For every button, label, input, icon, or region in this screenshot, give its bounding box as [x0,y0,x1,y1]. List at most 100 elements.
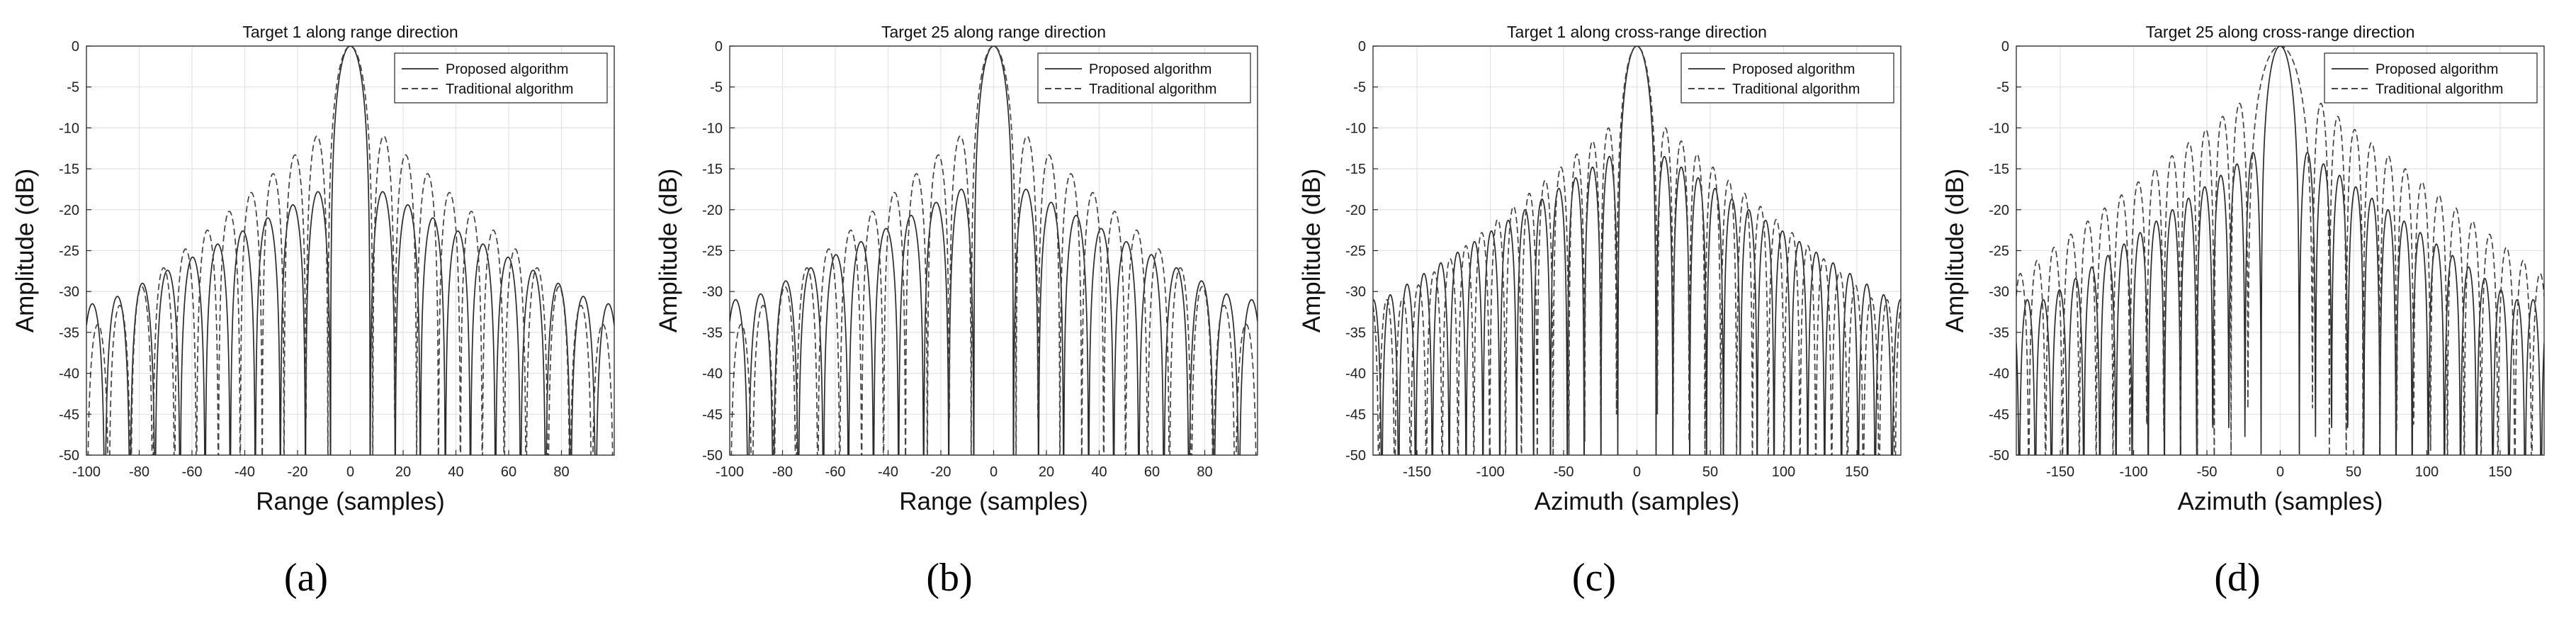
chart-1: -100 -80 -60 -40 -20 0 20 40 60 80 0 -5 -10 -15 -20 -25… [11,23,615,515]
legend-label-traditional: Traditional algorithm [446,82,573,97]
x-tick-label: -40 [878,464,898,480]
y-tick-label: -30 [702,284,723,300]
x-tick-label: -80 [129,464,149,480]
legend: Proposed algorithm Traditional algorithm [1680,52,1894,103]
x-tick-label: -20 [931,464,951,480]
x-tick-label: -60 [825,464,846,480]
chart-title: Target 1 along cross-range direction [1507,23,1767,41]
legend: Proposed algorithm Traditional algorithm [1037,52,1251,103]
y-tick-label: -10 [1345,121,1366,136]
chart-3: -150 -100 -50 0 50 100 150 0 -5 -10 -15 -20 -25 -30 -3… [1298,23,1902,515]
y-tick-label: 0 [715,39,723,55]
y-tick-label: -15 [59,162,79,177]
legend: Proposed algorithm Traditional algorithm [2324,52,2538,103]
legend-label-traditional: Traditional algorithm [1732,82,1860,97]
y-tick-label: -20 [702,203,723,218]
chart-title: Target 1 along range direction [242,23,458,41]
x-tick-label: 20 [1039,464,1054,480]
legend-label-proposed: Proposed algorithm [1732,62,1855,77]
x-tick-label: 40 [448,464,463,480]
x-tick-label: 0 [2276,464,2284,480]
legend-box [2324,52,2538,103]
y-tick-label: -50 [1345,448,1366,464]
series-line-proposed [86,46,614,455]
y-tick-label: -5 [1353,80,1366,96]
x-axis-label: Range (samples) [256,488,445,515]
y-axis-label: Amplitude (dB) [11,169,39,332]
y-tick-label: -35 [702,325,723,341]
y-axis-label: Amplitude (dB) [1941,169,1969,332]
x-tick-label: 60 [501,464,516,480]
y-tick-label: -40 [59,367,79,382]
legend-box [1680,52,1894,103]
x-tick-label: -20 [288,464,308,480]
x-tick-label: 50 [1702,464,1718,480]
x-axis-label: Azimuth (samples) [1535,488,1740,515]
x-tick-label: 80 [1197,464,1212,480]
x-tick-label: -150 [2046,464,2074,480]
y-axis-label: Amplitude (dB) [655,169,682,332]
x-tick-label: 0 [346,464,354,480]
series-line-proposed [2016,46,2544,455]
x-tick-label: 150 [2488,464,2512,480]
x-axis-label: Range (samples) [899,488,1088,515]
y-axis-label: Amplitude (dB) [1298,169,1326,332]
x-tick-label: 50 [2346,464,2361,480]
x-tick-label: -80 [772,464,793,480]
chart-title: Target 25 along range direction [881,23,1106,41]
y-tick-label: -25 [59,244,79,259]
x-tick-label: 0 [1633,464,1641,480]
x-tick-label: -60 [182,464,203,480]
y-tick-label: 0 [1358,39,1366,55]
chart-title: Target 25 along cross-range direction [2146,23,2415,41]
y-tick-label: -45 [1345,407,1366,423]
legend-box [394,52,608,103]
series-line-traditional [1373,46,1901,455]
x-tick-label: -150 [1403,464,1431,480]
subfigure-labels: (a) (b) (c) (d) [284,556,2261,600]
x-tick-label: 100 [1772,464,1795,480]
y-tick-label: -50 [702,448,723,464]
y-tick-label: -45 [59,407,79,423]
y-tick-label: -10 [702,121,723,136]
series-line-proposed [730,46,1258,455]
subfigure-label-b: (b) [926,556,972,600]
y-tick-label: -20 [1345,203,1366,218]
subfigure-label-d: (d) [2214,556,2260,600]
legend-box [1037,52,1251,103]
y-tick-label: -40 [702,367,723,382]
x-tick-label: -100 [72,464,101,480]
legend-label-traditional: Traditional algorithm [1089,82,1216,97]
x-tick-label: -100 [2120,464,2148,480]
y-tick-label: -35 [1989,325,2009,341]
legend: Proposed algorithm Traditional algorithm [394,52,608,103]
y-tick-label: -20 [59,203,79,218]
y-tick-label: -50 [59,448,79,464]
y-tick-label: -25 [1345,244,1366,259]
y-tick-label: -30 [1989,284,2009,300]
x-tick-label: 20 [395,464,411,480]
y-tick-label: -5 [67,80,79,96]
y-tick-label: -5 [710,80,723,96]
series-line-proposed [1373,46,1901,455]
x-tick-label: -100 [1476,464,1505,480]
x-tick-label: 150 [1845,464,1868,480]
x-tick-label: -50 [1554,464,1574,480]
y-tick-label: -40 [1989,367,2009,382]
x-tick-label: 80 [553,464,569,480]
legend-label-proposed: Proposed algorithm [2376,62,2498,77]
y-tick-label: -15 [702,162,723,177]
chart-2: -100 -80 -60 -40 -20 0 20 40 60 80 0 -5 -10 -15 -20 -25… [655,23,1258,515]
y-tick-label: -10 [1989,121,2009,136]
y-tick-label: -50 [1989,448,2009,464]
legend-label-proposed: Proposed algorithm [446,62,568,77]
x-tick-label: -50 [2197,464,2218,480]
legend-label-traditional: Traditional algorithm [2376,82,2503,97]
y-tick-label: -30 [1345,284,1366,300]
subfigure-label-a: (a) [284,556,328,600]
x-tick-label: -100 [716,464,744,480]
x-tick-label: 60 [1144,464,1160,480]
series-line-traditional [2016,46,2544,455]
y-tick-label: -10 [59,121,79,136]
